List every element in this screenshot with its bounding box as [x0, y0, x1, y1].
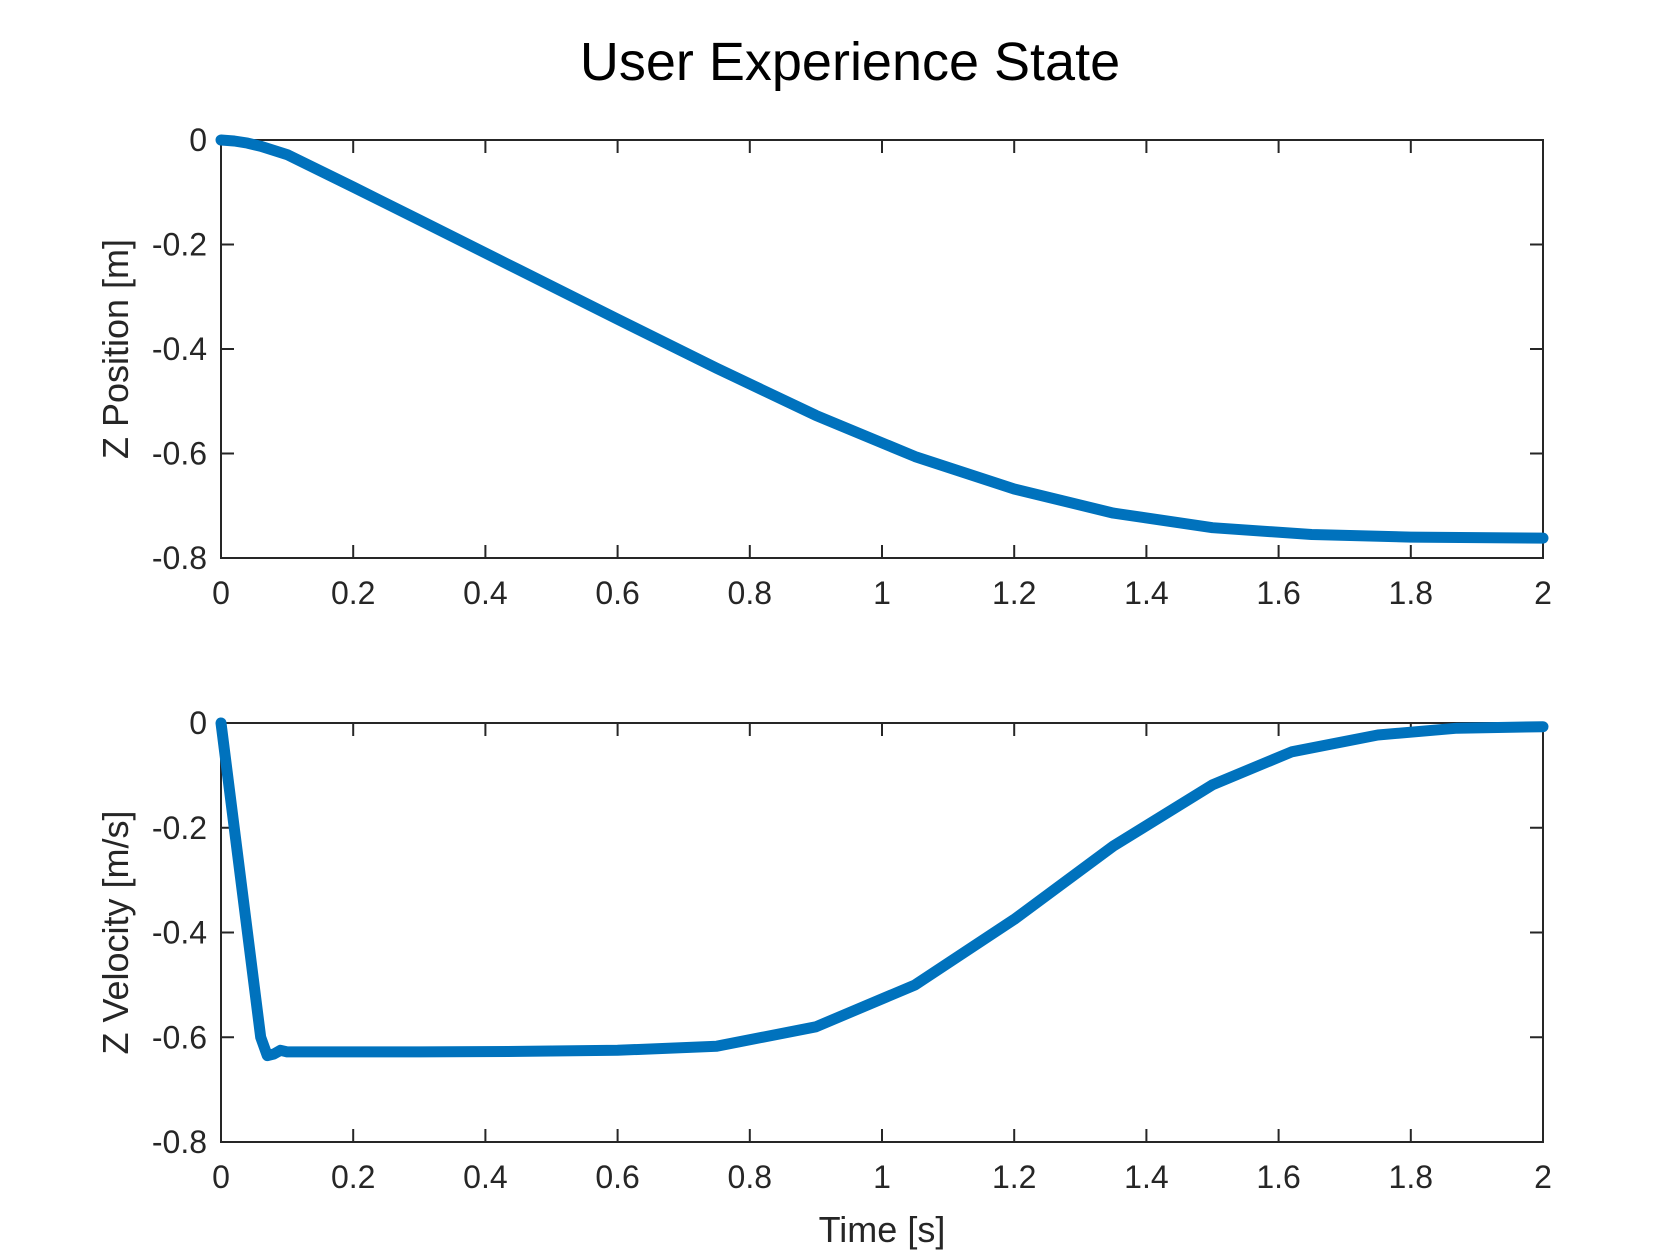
- velocity-y-tick-label: 0: [189, 705, 207, 741]
- position-y-tick-label: 0: [189, 122, 207, 158]
- position-x-tick-label: 0: [212, 575, 230, 611]
- velocity-y-tick-label: -0.6: [152, 1019, 207, 1055]
- position-x-tick-label: 2: [1534, 575, 1552, 611]
- velocity-x-tick-label: 0.4: [463, 1159, 507, 1195]
- position-x-tick-label: 0.6: [595, 575, 639, 611]
- position-x-tick-label: 0.8: [728, 575, 772, 611]
- position-y-tick-label: -0.8: [152, 540, 207, 576]
- position-x-tick-label: 1.4: [1124, 575, 1168, 611]
- velocity-x-tick-label: 2: [1534, 1159, 1552, 1195]
- velocity-series-line: [215, 717, 1549, 1062]
- position-y-axis-label: Z Position [m]: [95, 239, 136, 459]
- velocity-x-tick-label: 0.6: [595, 1159, 639, 1195]
- position-y-tick-label: -0.4: [152, 331, 207, 367]
- position-x-tick-label: 1: [873, 575, 891, 611]
- figure-title: User Experience State: [580, 32, 1120, 92]
- velocity-x-tick-label: 1: [873, 1159, 891, 1195]
- velocity-x-axis-label: Time [s]: [819, 1209, 946, 1250]
- position-x-tick-label: 1.8: [1389, 575, 1433, 611]
- velocity-x-tick-label: 0.2: [331, 1159, 375, 1195]
- position-x-tick-label: 1.2: [992, 575, 1036, 611]
- velocity-y-axis-label: Z Velocity [m/s]: [95, 810, 136, 1054]
- position-x-tick-label: 1.6: [1256, 575, 1300, 611]
- velocity-y-tick-label: -0.4: [152, 915, 207, 951]
- velocity-plot-area: [220, 722, 1544, 1143]
- velocity-x-tick-label: 0.8: [728, 1159, 772, 1195]
- position-y-tick-label: -0.6: [152, 436, 207, 472]
- position-x-tick-label: 0.2: [331, 575, 375, 611]
- position-y-tick-label: -0.2: [152, 227, 207, 263]
- position-plot-area: [220, 139, 1544, 559]
- velocity-x-tick-label: 1.4: [1124, 1159, 1168, 1195]
- velocity-x-tick-label: 0: [212, 1159, 230, 1195]
- velocity-y-tick-label: -0.8: [152, 1124, 207, 1160]
- position-axes: 0 0.2 0.4 0.6 0.8 1 1.2 1.4 1.6 1.8 2 0 -0.2 -0.4 -0.6…: [95, 122, 1552, 611]
- position-x-tick-label: 0.4: [463, 575, 507, 611]
- velocity-x-tick-label: 1.8: [1389, 1159, 1433, 1195]
- velocity-y-tick-label: -0.2: [152, 810, 207, 846]
- velocity-x-tick-label: 1.6: [1256, 1159, 1300, 1195]
- position-series-line: [215, 134, 1549, 544]
- velocity-x-tick-label: 1.2: [992, 1159, 1036, 1195]
- velocity-axes: 0 0.2 0.4 0.6 0.8 1 1.2 1.4 1.6 1.8 2 0 -0.2 -0.4 -0.6…: [95, 705, 1552, 1250]
